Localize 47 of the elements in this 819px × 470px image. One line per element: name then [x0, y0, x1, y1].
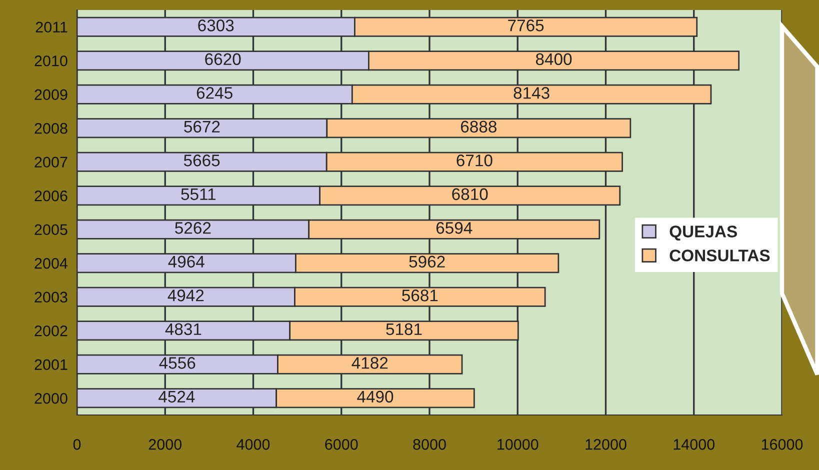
legend-label: CONSULTAS	[670, 250, 770, 262]
data-label: 5672	[184, 120, 220, 133]
data-label: 4964	[168, 256, 204, 268]
y-tick-label: 2005	[34, 224, 68, 236]
data-label: 5511	[181, 188, 216, 200]
x-tick-label: 4000	[236, 439, 270, 450]
data-label: 6245	[196, 87, 232, 99]
x-tick-label: 8000	[413, 439, 446, 450]
y-tick-label: 2011	[36, 22, 68, 33]
x-tick-label: 14000	[674, 439, 715, 450]
y-tick-label: 2007	[34, 156, 68, 168]
data-label: 6710	[456, 154, 492, 166]
data-label: 6620	[205, 53, 241, 66]
x-tick-label: 12000	[586, 439, 626, 450]
data-label: 5962	[409, 256, 445, 268]
x-tick-label: 10000	[498, 439, 538, 450]
data-label: 8143	[514, 87, 550, 99]
y-tick-label: 2008	[34, 122, 68, 134]
data-label: 5665	[184, 154, 220, 166]
data-label: 7765	[508, 20, 544, 32]
data-label: 4490	[357, 390, 394, 403]
data-label: 5181	[386, 323, 422, 336]
y-tick-label: 2010	[34, 55, 68, 66]
x-tick-label: 0	[73, 439, 81, 450]
data-label: 6303	[198, 20, 234, 32]
data-label: 6810	[452, 188, 488, 200]
data-label: 4182	[352, 357, 388, 369]
y-tick-label: 2004	[34, 258, 68, 269]
data-label: 5262	[175, 222, 211, 234]
data-label: 6888	[460, 120, 496, 133]
y-tick-label: 2006	[34, 190, 68, 202]
y-tick-label: 2003	[34, 292, 68, 303]
x-tick-label: 6000	[325, 439, 358, 450]
data-label: 4831	[165, 323, 202, 336]
data-label: 4556	[159, 357, 196, 369]
data-label: 6594	[436, 222, 472, 234]
legend-label: QUEJAS	[670, 226, 737, 241]
y-tick-label: 2000	[34, 392, 68, 404]
data-label: 5681	[402, 290, 438, 302]
x-tick-label: 16000	[762, 439, 803, 450]
y-tick-label: 2001	[34, 359, 68, 370]
y-tick-label: 2009	[34, 89, 68, 100]
data-label: 4942	[168, 290, 204, 302]
data-label: 8400	[536, 53, 572, 66]
y-tick-label: 2002	[34, 325, 68, 336]
x-tick-label: 2000	[148, 439, 182, 450]
data-label: 4524	[158, 390, 195, 403]
